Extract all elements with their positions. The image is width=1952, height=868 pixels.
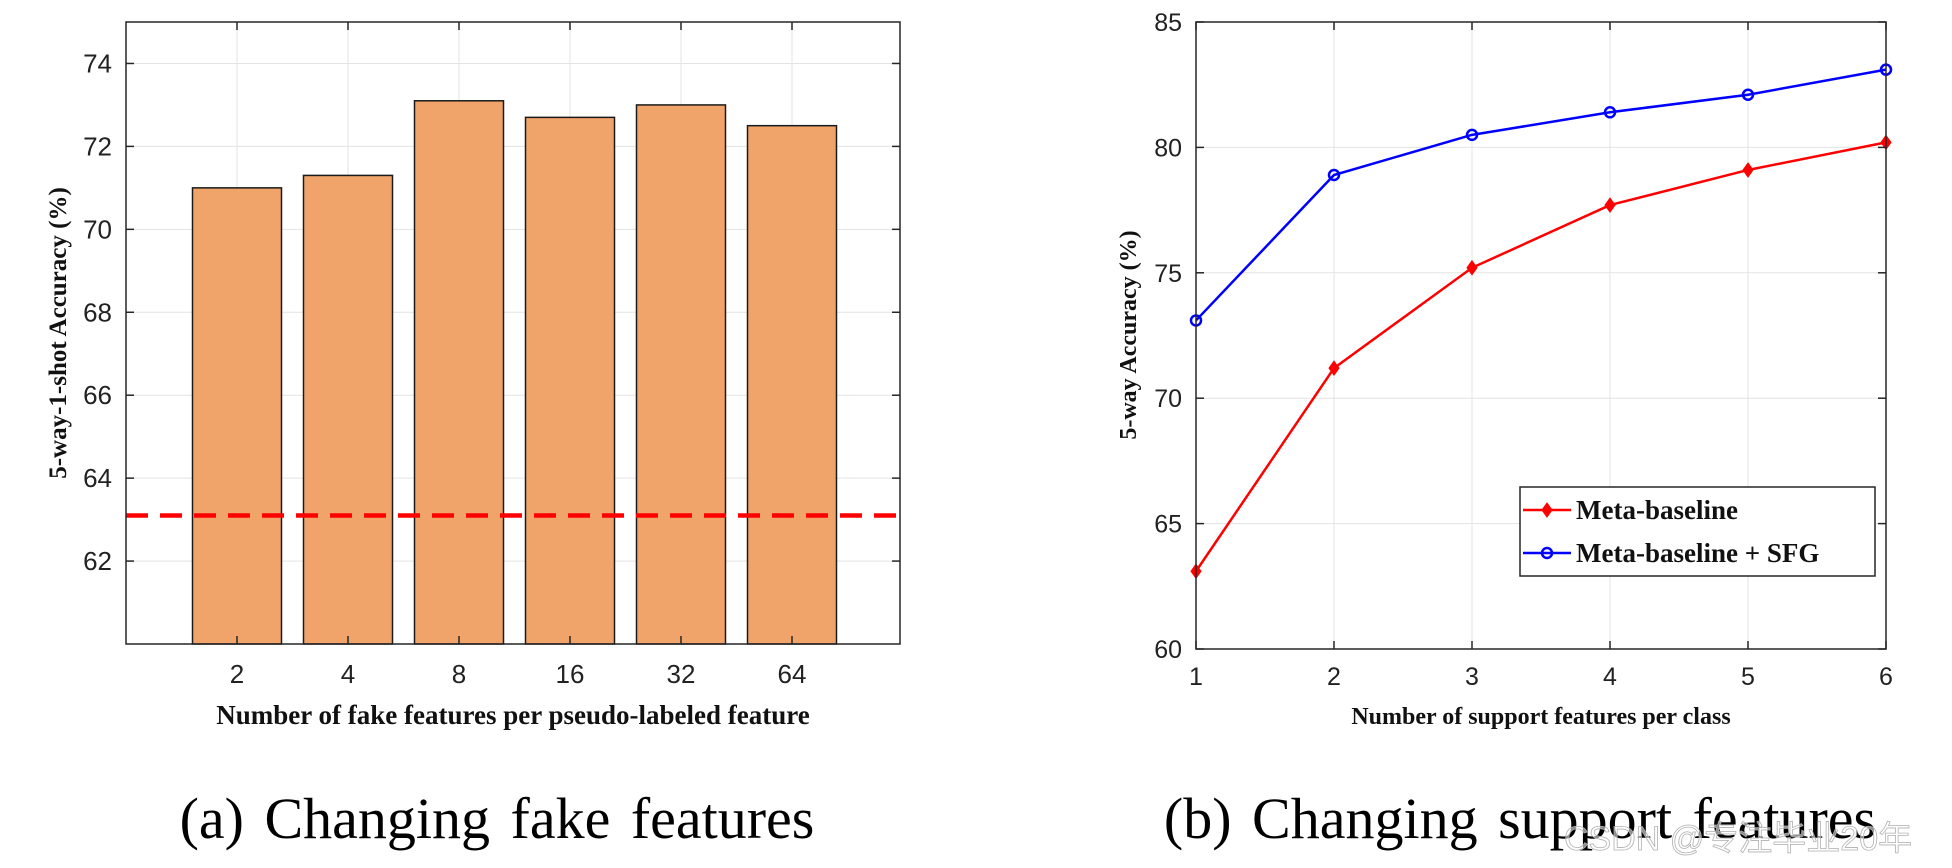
legend-marker-meta-baseline-sfg (1540, 546, 1554, 560)
x-tick-label: 2 (230, 659, 244, 689)
line-chart-series (1189, 63, 1893, 580)
bar-chart-axes-box (125, 21, 901, 645)
y-tick-label: 68 (83, 297, 112, 327)
y-tick-label: 64 (83, 463, 112, 493)
bar-chart-panel: 62 64 66 68 70 72 74 2 4 8 16 32 64 Number of fake f… (45, 21, 901, 851)
y-tick-label: 70 (1154, 385, 1182, 413)
bar-chart-ticks: 62 64 66 68 70 72 74 2 4 8 16 32 64 (83, 22, 900, 689)
watermark-text: CSDN @专注毕业20年 (1564, 820, 1912, 858)
legend-box (1519, 486, 1876, 577)
y-tick-label: 80 (1154, 134, 1182, 162)
bar-2 (191, 187, 283, 645)
line-chart-axes-box (1195, 21, 1887, 650)
data-point (1742, 162, 1754, 178)
bar-8 (413, 100, 505, 645)
data-point (1604, 197, 1616, 213)
legend-label-meta-baseline-sfg: Meta-baseline + SFG (1576, 538, 1819, 568)
x-tick-label: 16 (556, 659, 585, 689)
bar-16 (524, 116, 616, 645)
data-point (1466, 259, 1478, 276)
data-point (1465, 128, 1479, 142)
bar-4 (302, 174, 394, 645)
data-point (1328, 360, 1340, 376)
line-chart-panel: 60 65 70 75 80 85 1 2 3 4 5 6 Number of support fea… (1116, 9, 1913, 858)
y-tick-label: 65 (1154, 511, 1182, 539)
x-tick-label: 3 (1465, 663, 1479, 691)
x-tick-label: 4 (1603, 663, 1617, 691)
y-tick-label: 74 (83, 48, 112, 78)
y-tick-label: 60 (1154, 636, 1182, 664)
y-tick-label: 75 (1154, 260, 1182, 288)
data-point (1603, 106, 1617, 119)
x-tick-label: 64 (778, 659, 807, 689)
x-tick-label: 5 (1741, 663, 1755, 691)
x-tick-label: 4 (341, 659, 355, 689)
x-tick-label: 32 (667, 659, 696, 689)
y-tick-label: 70 (83, 214, 112, 244)
bar-chart-xlabel: Number of fake features per pseudo-label… (216, 700, 809, 730)
y-tick-label: 85 (1154, 9, 1182, 37)
x-tick-label: 1 (1189, 663, 1203, 691)
x-tick-label: 6 (1879, 663, 1893, 691)
line-chart-legend: Meta-baseline Meta-baseline + SFG (1519, 486, 1876, 577)
y-tick-label: 66 (83, 380, 112, 410)
bar-chart-bars (191, 100, 838, 645)
bar-32 (635, 104, 727, 645)
line-chart-ylabel: 5-way Accuracy (%) (1116, 230, 1142, 439)
bar-chart-ylabel: 5-way-1-shot Accuracy (%) (45, 187, 72, 479)
bar-chart-caption: (a) Changing fake features (180, 786, 815, 851)
bar-64 (746, 124, 838, 645)
y-tick-label: 62 (83, 546, 112, 576)
line-chart-xlabel: Number of support features per class (1351, 704, 1730, 730)
y-tick-label: 72 (83, 131, 112, 161)
series-line-1 (1195, 68, 1887, 322)
series-line-0 (1194, 141, 1887, 572)
data-point (1327, 168, 1341, 182)
legend-marker-meta-baseline (1541, 502, 1553, 518)
line-chart-ticks: 60 65 70 75 80 85 1 2 3 4 5 6 (1154, 9, 1893, 691)
legend-label-meta-baseline: Meta-baseline (1576, 495, 1738, 525)
x-tick-label: 8 (452, 659, 466, 689)
line-chart-caption: (b) Changing support features (1164, 786, 1876, 851)
x-tick-label: 2 (1327, 663, 1341, 691)
data-point (1741, 88, 1755, 101)
